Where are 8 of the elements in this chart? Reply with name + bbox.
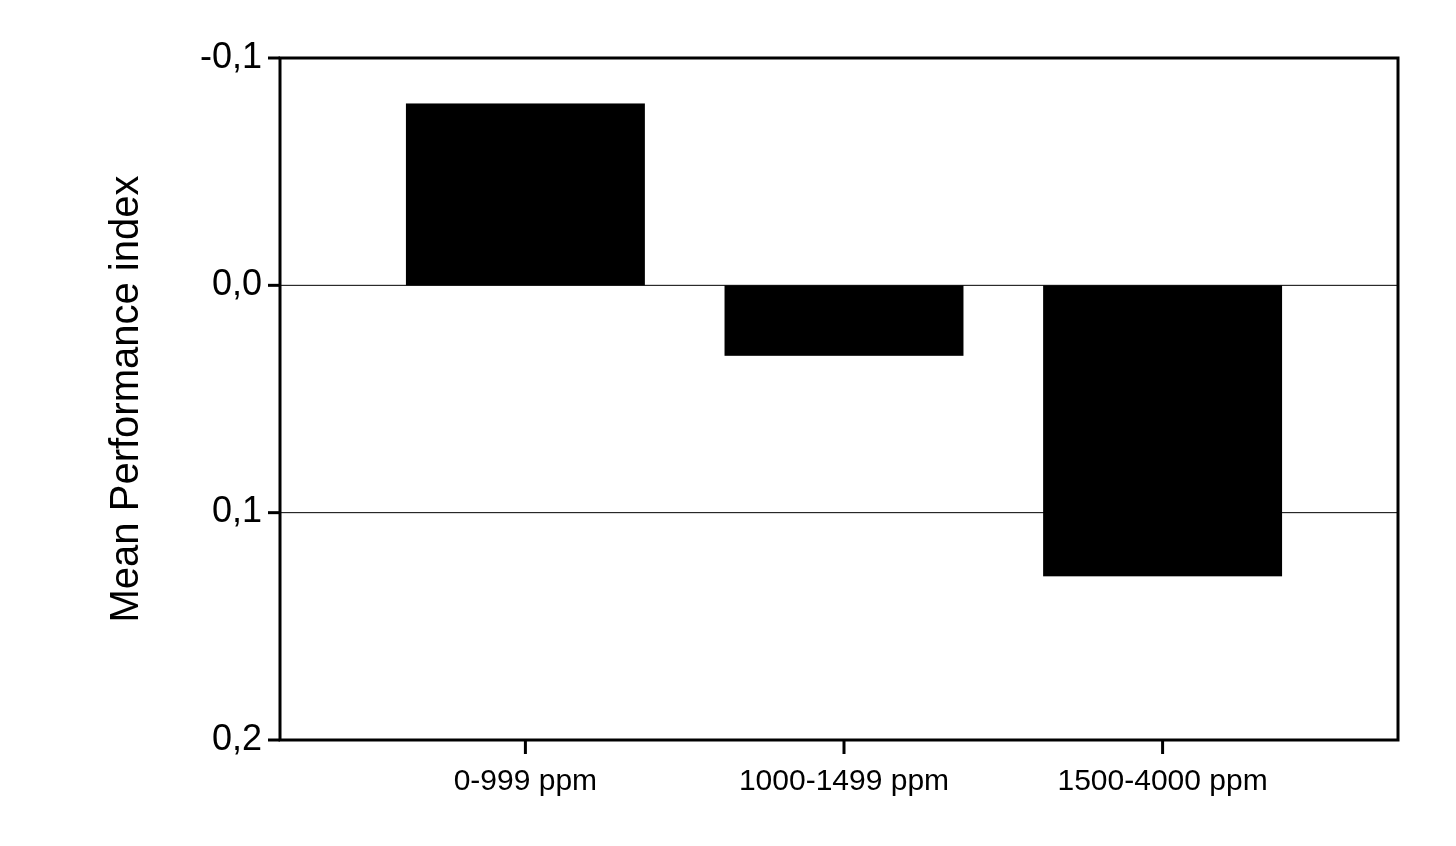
- x-tick-label: 1500-4000 ppm: [1057, 763, 1268, 796]
- y-tick-label: 0,1: [211, 489, 262, 531]
- x-tick-label: 0-999 ppm: [453, 763, 598, 796]
- y-axis-title: Mean Performance index: [102, 175, 146, 623]
- y-tick-label: 0,2: [211, 716, 262, 758]
- y-tick-label: 0,0: [211, 261, 262, 303]
- y-tick-label: -0,1: [199, 34, 262, 76]
- x-tick-label: 1000-1499 ppm: [738, 763, 950, 796]
